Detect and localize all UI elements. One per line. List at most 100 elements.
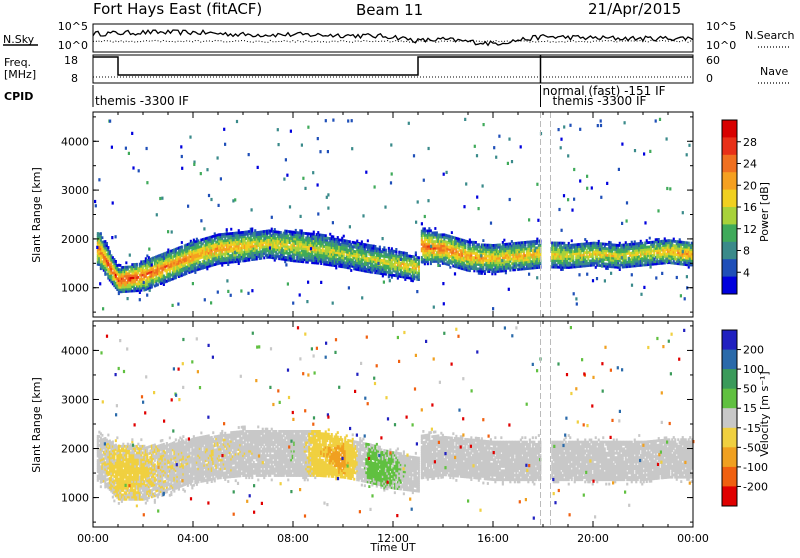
echo-cell <box>306 300 308 303</box>
echo-cell <box>304 187 306 190</box>
echo-cell <box>591 186 593 189</box>
freq-panel-frame <box>93 55 693 83</box>
echo-cell <box>563 125 565 128</box>
echo-cell <box>528 218 530 221</box>
echo-cell <box>132 166 134 169</box>
echo-cell <box>223 128 225 131</box>
echo-cell <box>388 247 390 250</box>
echo-cell <box>666 260 668 263</box>
echo-cell <box>454 272 456 275</box>
echo-cell <box>234 251 236 254</box>
nsearch-series-line <box>93 40 693 42</box>
echo-cell <box>415 251 417 254</box>
echo-cell <box>312 171 314 174</box>
echo-cell <box>332 119 334 122</box>
echo-cell <box>107 246 109 249</box>
echo-cell <box>343 235 345 238</box>
echo-cell <box>181 155 183 158</box>
echo-cell <box>208 194 210 197</box>
echo-cell <box>203 227 205 230</box>
echo-cell <box>413 154 415 157</box>
cpid-label: CPID <box>4 90 33 103</box>
echo-cell <box>251 289 253 292</box>
echo-cell <box>508 288 510 291</box>
echo-cell <box>498 135 500 138</box>
echo-cell <box>139 298 141 301</box>
echo-cell <box>561 229 563 232</box>
echo-cell <box>430 245 432 248</box>
echo-cell <box>657 209 659 212</box>
echo-cell <box>408 122 410 125</box>
echo-cell <box>501 259 503 262</box>
echo-cell <box>299 293 301 296</box>
echo-cell <box>240 289 242 292</box>
echo-cell <box>264 237 266 240</box>
echo-cell <box>390 143 392 146</box>
echo-cell <box>159 197 161 200</box>
freq-tick-top: 18 <box>64 54 78 67</box>
echo-cell <box>563 194 565 197</box>
echo-cell <box>356 240 358 243</box>
nsearch-label: N.Search <box>745 29 795 42</box>
echo-cell <box>236 120 238 123</box>
echo-cell <box>143 281 145 284</box>
echo-cell <box>181 167 183 170</box>
echo-cell <box>599 248 601 251</box>
echo-cell <box>621 143 623 146</box>
echo-cell <box>146 294 148 297</box>
echo-cell <box>670 244 672 247</box>
echo-cell <box>508 138 510 141</box>
echo-cell <box>643 152 645 155</box>
echo-cell <box>332 221 334 224</box>
echo-cell <box>226 279 228 282</box>
echo-cell <box>327 193 329 196</box>
echo-cell <box>624 121 626 124</box>
echo-cell <box>192 282 194 285</box>
echo-cell <box>200 172 202 175</box>
echo-cell <box>536 276 538 279</box>
echo-cell <box>263 257 265 260</box>
echo-cell <box>377 262 379 265</box>
echo-cell <box>490 222 492 225</box>
echo-cell <box>156 213 158 216</box>
echo-cell <box>626 219 628 222</box>
echo-cell <box>109 250 111 253</box>
echo-cell <box>337 236 339 239</box>
echo-cell <box>621 222 623 225</box>
echo-cell <box>325 234 327 237</box>
echo-cell <box>391 172 393 175</box>
echo-cell <box>567 154 569 157</box>
echo-cell <box>634 149 636 152</box>
echo-cell <box>560 146 562 149</box>
echo-cell <box>416 290 418 293</box>
echo-cell <box>378 269 380 272</box>
echo-cell <box>317 231 319 234</box>
echo-cell <box>476 196 478 199</box>
echo-cell <box>655 276 657 279</box>
cpid-entry: themis -3300 IF <box>95 94 189 108</box>
echo-cell <box>628 257 630 260</box>
echo-cell <box>626 201 628 204</box>
echo-cell <box>301 144 303 147</box>
echo-cell <box>172 304 174 307</box>
echo-cell <box>682 250 684 253</box>
echo-cell <box>464 118 466 121</box>
echo-cell <box>217 291 219 294</box>
echo-cell <box>451 231 453 234</box>
nave-label: Nave <box>760 65 788 78</box>
echo-cell <box>274 228 276 231</box>
echo-cell <box>569 124 571 127</box>
echo-cell <box>327 207 329 210</box>
echo-cell <box>560 138 562 141</box>
echo-cell <box>389 279 391 282</box>
echo-cell <box>573 168 575 171</box>
echo-cell <box>102 307 104 310</box>
echo-cell <box>610 272 612 275</box>
echo-cell <box>161 197 163 200</box>
echo-cell <box>230 294 232 297</box>
echo-cell <box>567 198 569 201</box>
echo-cell <box>148 248 150 251</box>
echo-cell <box>417 200 419 203</box>
echo-cell <box>146 147 148 150</box>
